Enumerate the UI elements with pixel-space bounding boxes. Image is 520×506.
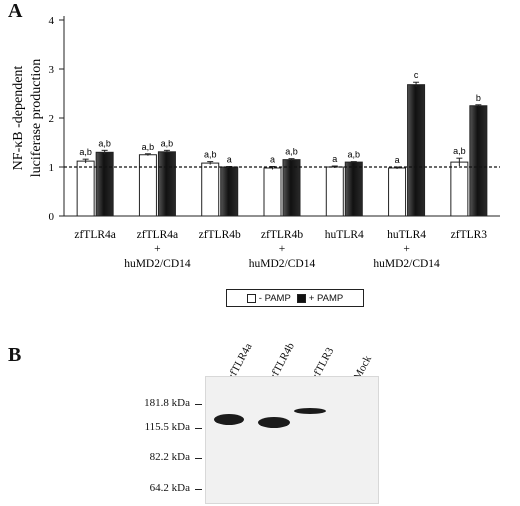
significance-label: a,b	[79, 147, 92, 157]
y-axis-label-line2: luciferase production	[29, 59, 44, 178]
x-tick-label-plus: +	[403, 243, 410, 255]
significance-label: a	[270, 155, 275, 165]
significance-label: a,b	[453, 146, 466, 156]
y-tick-label: 3	[49, 64, 55, 76]
legend-item-plus-pamp: + PAMP	[296, 292, 344, 304]
legend-label-minus-pamp: - PAMP	[258, 292, 291, 304]
x-tick-label-sub: huMD2/CD14	[249, 258, 316, 270]
bars: a,b a,b a,b a,b a,b a a a,b a a,b a c a,b b	[64, 70, 500, 217]
legend-label-plus-pamp: + PAMP	[308, 292, 344, 304]
bar-plus-pamp	[469, 105, 488, 217]
marker-label-115: 115.5 kDa	[144, 421, 190, 433]
x-tick-label: zfTLR3	[451, 229, 488, 241]
y-tick-label: 1	[49, 162, 55, 174]
x-tick-label: zfTLR4b	[199, 229, 241, 241]
significance-label: a	[395, 155, 400, 165]
x-tick-label: huTLR4	[325, 229, 364, 241]
bar-plus-pamp	[95, 151, 114, 217]
bar-minus-pamp	[263, 167, 282, 217]
marker-label-64: 64.2 kDa	[149, 482, 190, 494]
x-tick-label: zfTLR4a	[137, 229, 179, 241]
marker-tick-115	[195, 428, 202, 429]
bar-minus-pamp	[201, 162, 220, 217]
bar-minus-pamp	[450, 161, 469, 217]
x-tick-label: zfTLR4b	[261, 229, 303, 241]
y-axis-label-line1: NF-κB -dependent	[11, 66, 26, 171]
significance-label: a	[332, 154, 337, 164]
bar-plus-pamp	[407, 84, 426, 217]
x-tick-label: zfTLR4a	[74, 229, 116, 241]
x-tick-label-plus: +	[279, 243, 286, 255]
marker-tick-64	[195, 489, 202, 490]
band-zftlr3	[294, 408, 326, 414]
bar-minus-pamp	[388, 167, 407, 217]
x-axis-labels: zfTLR4a zfTLR4a + huMD2/CD14 zfTLR4b zfTLR4b +…	[74, 229, 487, 270]
western-blot-image	[205, 376, 379, 504]
x-tick-label-plus: +	[154, 243, 161, 255]
y-tick-label: 0	[49, 211, 55, 223]
bar-minus-pamp	[138, 154, 157, 217]
x-tick-label: huTLR4	[387, 229, 426, 241]
bar-plus-pamp	[344, 161, 363, 217]
significance-label: a	[227, 155, 232, 165]
legend-swatch-black	[296, 293, 306, 303]
y-tick-label: 2	[49, 113, 55, 125]
bar-chart: 0 1 2 3 4 a,b a,b a,b a,b a,b a a a,b a a,b a c a,b b zfT…	[11, 15, 500, 270]
legend-swatch-white	[246, 293, 256, 303]
marker-label-82: 82.2 kDa	[149, 451, 190, 463]
marker-tick-181	[195, 404, 202, 405]
marker-tick-82	[195, 458, 202, 459]
legend-item-minus-pamp: - PAMP	[246, 292, 291, 304]
y-axis: 0 1 2 3 4	[49, 15, 500, 223]
bar-plus-pamp	[220, 166, 239, 217]
band-zftlr4b	[258, 417, 290, 428]
panel-a-label: A	[8, 0, 23, 22]
significance-label: b	[476, 93, 481, 103]
x-tick-label-sub: huMD2/CD14	[124, 258, 191, 270]
bar-minus-pamp	[76, 160, 95, 217]
significance-label: a,b	[285, 147, 298, 157]
significance-label: a,b	[98, 138, 111, 148]
y-tick-label: 4	[49, 15, 55, 27]
panel-b-label: B	[8, 344, 22, 366]
chart-legend: - PAMP + PAMP	[226, 289, 364, 307]
bar-plus-pamp	[157, 151, 176, 217]
bar-plus-pamp	[282, 159, 301, 217]
significance-label: a,b	[348, 150, 361, 160]
significance-label: a,b	[142, 142, 155, 152]
marker-label-181: 181.8 kDa	[144, 397, 190, 409]
bar-minus-pamp	[325, 166, 344, 217]
x-tick-label-sub: huMD2/CD14	[373, 258, 440, 270]
band-zftlr4a	[214, 414, 244, 425]
significance-label: c	[414, 70, 419, 80]
significance-label: a,b	[204, 150, 217, 160]
significance-label: a,b	[161, 138, 174, 148]
